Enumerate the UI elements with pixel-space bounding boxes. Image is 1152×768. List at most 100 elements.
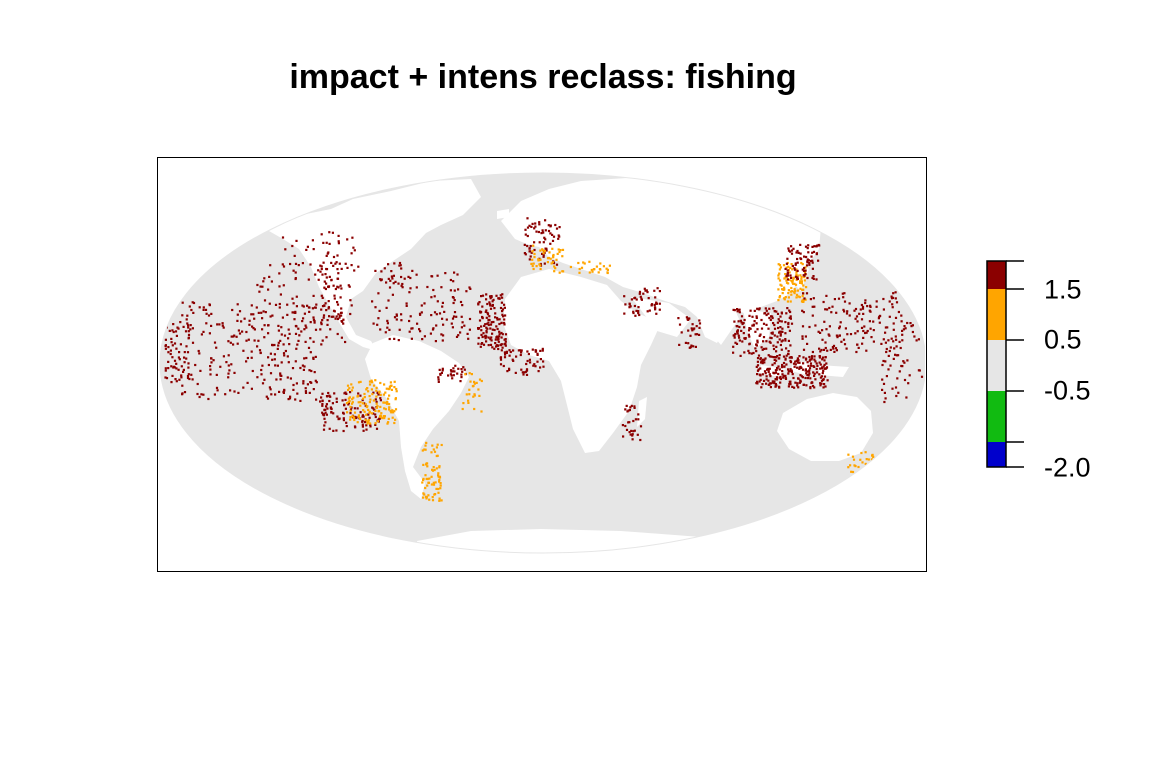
impact-cell [637, 310, 640, 313]
impact-cell [286, 376, 289, 379]
impact-cell [520, 368, 523, 371]
impact-cell [175, 347, 178, 350]
impact-cell [210, 357, 213, 360]
impact-cell [400, 284, 403, 287]
impact-cell [278, 285, 281, 288]
impact-cell [436, 300, 439, 303]
impact-cell [400, 313, 403, 316]
impact-cell [810, 381, 813, 384]
impact-cell [295, 305, 298, 308]
impact-cell [789, 370, 792, 373]
impact-cell [784, 276, 787, 279]
impact-cell [748, 342, 751, 345]
impact-cell [742, 321, 745, 325]
impact-cell [276, 347, 279, 350]
impact-cell [782, 376, 785, 379]
impact-cell [315, 303, 318, 306]
impact-cell [787, 350, 790, 353]
impact-cell [401, 282, 404, 286]
impact-cell [802, 269, 806, 272]
impact-cell [351, 415, 354, 418]
impact-cell [888, 300, 891, 303]
impact-cell [435, 324, 438, 327]
impact-cell [478, 394, 481, 397]
impact-cell [334, 262, 337, 265]
impact-cell [687, 342, 690, 345]
impact-cell [732, 351, 735, 354]
impact-cell [864, 299, 867, 302]
impact-cell [237, 391, 240, 394]
impact-cell [486, 311, 489, 315]
impact-cell [325, 395, 329, 398]
impact-cell [811, 350, 814, 354]
impact-cell [761, 348, 764, 351]
impact-cell [323, 408, 326, 411]
impact-cell [892, 357, 895, 360]
impact-cell [187, 324, 190, 327]
impact-cell [401, 286, 404, 289]
impact-cell [849, 464, 852, 467]
impact-cell [810, 364, 813, 367]
impact-cell [894, 386, 898, 389]
impact-cell [453, 370, 456, 373]
impact-cell [777, 274, 780, 277]
impact-cell [439, 487, 442, 490]
impact-cell [828, 325, 831, 328]
impact-cell [499, 363, 503, 366]
impact-cell [323, 286, 326, 289]
impact-cell [307, 278, 310, 281]
impact-cell [469, 380, 472, 383]
impact-cell [842, 338, 846, 341]
impact-cell [525, 373, 529, 376]
impact-cell [467, 337, 470, 340]
impact-cell [387, 299, 390, 302]
impact-cell [856, 320, 859, 323]
impact-cell [814, 378, 817, 381]
impact-cell [766, 368, 769, 371]
impact-cell [259, 285, 262, 288]
impact-cell [403, 277, 406, 280]
impact-cell [192, 311, 195, 314]
impact-cell [813, 305, 816, 308]
impact-cell [388, 394, 391, 397]
impact-cell [818, 361, 821, 364]
impact-cell [778, 376, 781, 379]
impact-cell [508, 367, 511, 370]
impact-cell [791, 264, 794, 268]
impact-cell [288, 343, 291, 346]
impact-cell [353, 407, 356, 410]
impact-cell [800, 280, 803, 283]
impact-cell [534, 225, 537, 228]
impact-cell [322, 414, 325, 417]
impact-cell [263, 299, 267, 302]
impact-cell [482, 343, 486, 346]
impact-cell [779, 343, 782, 347]
impact-cell [694, 345, 697, 348]
impact-cell [506, 370, 509, 373]
impact-cell [177, 327, 180, 330]
impact-cell [871, 468, 874, 472]
impact-cell [503, 318, 506, 321]
impact-cell [911, 324, 914, 327]
impact-cell [558, 250, 561, 254]
impact-cell [485, 316, 488, 319]
impact-cell [784, 338, 787, 341]
impact-cell [376, 391, 379, 394]
impact-cell [429, 332, 432, 335]
impact-cell [621, 424, 624, 427]
impact-cell [179, 343, 182, 346]
impact-cell [213, 393, 216, 396]
impact-cell [804, 298, 807, 301]
impact-cell [180, 374, 183, 377]
impact-cell [767, 370, 770, 373]
impact-cell [815, 367, 818, 371]
impact-cell [857, 346, 860, 349]
impact-cell [790, 252, 794, 255]
impact-cell [763, 347, 766, 350]
impact-cell [539, 349, 542, 352]
impact-cell [772, 347, 776, 351]
impact-cell [484, 323, 487, 326]
impact-cell [653, 289, 656, 292]
impact-cell [882, 308, 885, 311]
world-map [159, 172, 925, 554]
